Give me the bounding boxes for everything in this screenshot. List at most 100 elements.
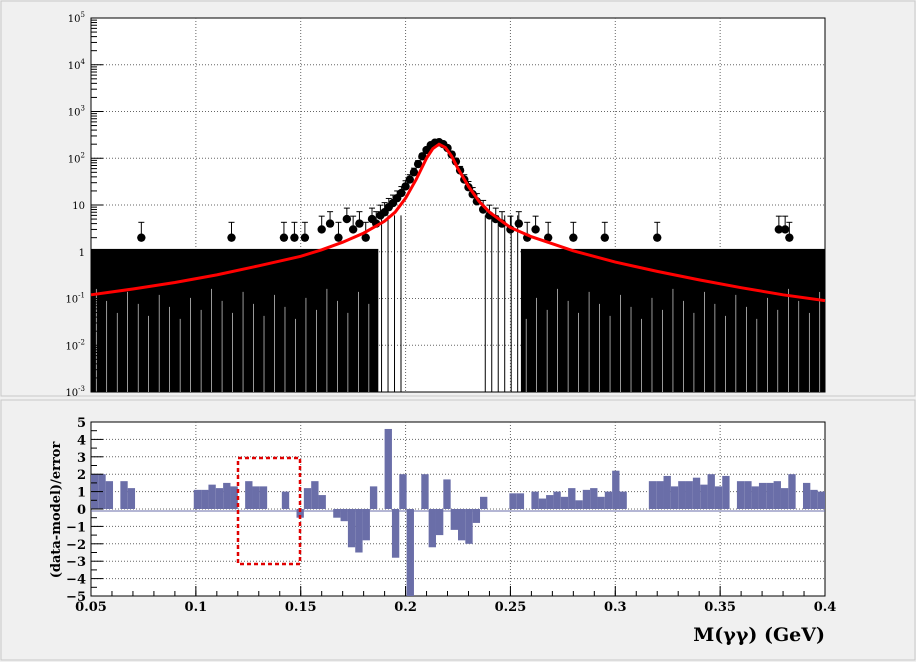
data-point-0 <box>137 233 146 242</box>
error-band <box>91 215 825 392</box>
residual-bar-18 <box>223 482 231 509</box>
residual-bar-48 <box>443 479 451 509</box>
residual-bar-33 <box>333 509 341 518</box>
residual-bar-38 <box>369 486 378 509</box>
top-ytick-exp-6: 3 <box>81 105 85 113</box>
residual-bar-28 <box>296 509 304 518</box>
top-ytick-exp-0: -3 <box>78 385 85 393</box>
residual-bar-83 <box>700 484 708 509</box>
residual-bar-69 <box>597 496 605 509</box>
residual-bar-92 <box>766 482 774 509</box>
bot-ytick-label-9: −4 <box>66 573 86 588</box>
top-ytick-exp-7: 4 <box>81 58 86 66</box>
data-point-6 <box>325 219 335 228</box>
residual-bar-91 <box>758 482 767 509</box>
residual-bar-67 <box>582 489 591 509</box>
residual-bar-35 <box>347 509 356 548</box>
data-point-5 <box>317 225 326 234</box>
residual-bar-80 <box>678 481 686 509</box>
bot-xtick-label-7: 0.4 <box>814 600 837 615</box>
data-point-46 <box>543 233 553 242</box>
residual-bar-30 <box>311 481 319 509</box>
top-ytick-exp-1: -2 <box>78 338 85 346</box>
data-point-4 <box>300 233 310 242</box>
bottom-x-axis: 0.05 0.1 0.15 0.2 0.25 0.3 0.35 0.4 <box>75 586 836 615</box>
residual-bar-16 <box>208 484 216 509</box>
residual-bar-23 <box>259 486 268 509</box>
residual-bar-93 <box>773 481 781 509</box>
data-point-10 <box>355 219 364 228</box>
residual-bar-41 <box>391 509 400 558</box>
residual-bar-51 <box>465 509 473 544</box>
residual-bar-14 <box>193 489 202 509</box>
residual-bar-89 <box>744 481 752 509</box>
residual-bar-46 <box>428 509 436 548</box>
residual-bar-5 <box>127 488 136 509</box>
residual-bar-47 <box>435 509 444 536</box>
residual-bar-52 <box>472 509 481 523</box>
data-point-48 <box>600 233 609 242</box>
residual-bar-49 <box>450 509 458 530</box>
data-point-24 <box>418 152 427 161</box>
bottom-y-axis: 5 4 3 2 1 0 −1 −2 −3 −4 −5 <box>66 416 103 605</box>
residual-bar-99 <box>817 491 825 509</box>
residual-bar-36 <box>355 509 363 553</box>
residual-bar-76 <box>648 481 657 509</box>
residual-bar-65 <box>568 488 576 509</box>
data-point-52 <box>785 233 794 242</box>
error-band-left <box>91 248 379 392</box>
residual-bar-82 <box>692 477 701 509</box>
data-point-11 <box>361 233 370 242</box>
data-point-8 <box>342 214 352 224</box>
data-point-51 <box>780 225 790 234</box>
top-ytick-label-3: 1 <box>79 248 85 259</box>
residual-bar-22 <box>252 486 260 509</box>
y-axis-label: (data-model)/error <box>49 442 64 579</box>
bot-ytick-label-4: 1 <box>77 486 86 501</box>
top-ytick-exp-2: -1 <box>78 292 85 300</box>
residual-bar-70 <box>604 491 613 509</box>
residual-bar-21 <box>245 481 253 509</box>
residual-bar-29 <box>303 488 312 509</box>
bot-ytick-label-8: −3 <box>66 555 86 570</box>
bot-xtick-label-4: 0.25 <box>495 600 527 615</box>
bot-xtick-label-0: 0.05 <box>75 600 107 615</box>
residual-bar-81 <box>685 481 693 509</box>
bot-xtick-label-6: 0.35 <box>704 600 736 615</box>
top-ytick-label-4: 10 <box>72 201 85 212</box>
bot-xtick-label-5: 0.3 <box>604 600 627 615</box>
residual-bar-43 <box>406 509 414 596</box>
bot-xtick-label-1: 0.1 <box>185 600 208 615</box>
data-point-43 <box>514 219 524 228</box>
residual-bar-64 <box>560 496 569 509</box>
residual-bar-58 <box>516 493 525 509</box>
residual-bar-97 <box>802 482 811 509</box>
top-ytick-exp-8: 5 <box>81 11 85 19</box>
residual-bar-90 <box>751 486 759 509</box>
fit-curve <box>90 142 826 303</box>
bot-ytick-label-0: 5 <box>77 416 86 431</box>
residual-bar-42 <box>399 474 407 509</box>
bot-xtick-label-2: 0.15 <box>285 600 317 615</box>
residual-bar-57 <box>509 493 517 509</box>
bot-ytick-label-10: −5 <box>66 590 86 605</box>
data-point-23 <box>413 159 423 169</box>
residual-bar-61 <box>538 498 547 509</box>
data-point-22 <box>409 168 419 177</box>
data-point-1 <box>227 233 236 242</box>
residual-bar-19 <box>230 486 238 509</box>
residual-bar-63 <box>553 491 561 509</box>
residual-bar-40 <box>384 428 392 509</box>
residual-bar-88 <box>736 481 745 509</box>
residual-bar-72 <box>619 491 627 509</box>
data-point-2 <box>279 233 289 242</box>
residual-bar-68 <box>590 488 598 509</box>
bot-ytick-label-7: −2 <box>66 538 86 553</box>
data-point-49 <box>653 233 662 242</box>
residual-bar-60 <box>531 491 539 509</box>
bot-ytick-label-5: 0 <box>77 503 86 518</box>
data-point-21 <box>405 175 414 184</box>
residual-bar-34 <box>340 509 348 522</box>
